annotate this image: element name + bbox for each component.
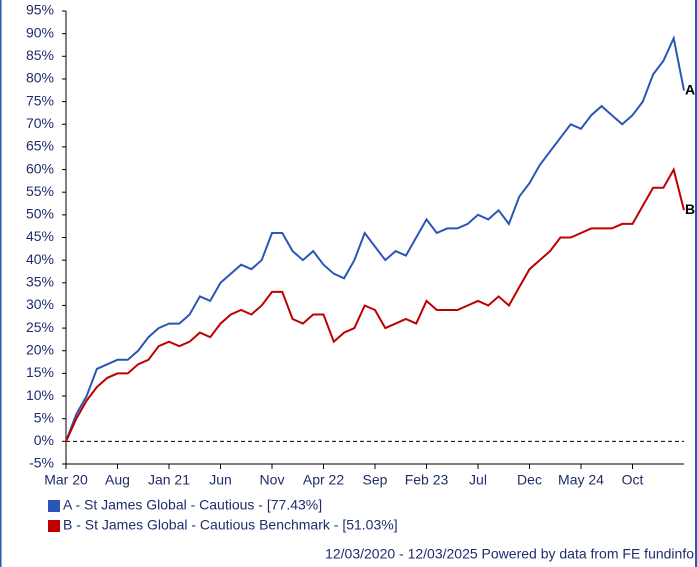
y-tick-label: 90% [26, 24, 54, 40]
x-tick-label: Dec [517, 472, 542, 488]
x-tick-label: Jul [469, 472, 487, 488]
legend-label: A - St James Global - Cautious - [77.43%… [63, 497, 322, 513]
y-tick-label: 45% [26, 228, 54, 244]
x-tick-label: Mar 20 [44, 472, 88, 488]
x-tick-label: Aug [105, 472, 130, 488]
x-tick-label: Nov [260, 472, 285, 488]
y-tick-label: 75% [26, 92, 54, 108]
y-tick-label: 35% [26, 274, 54, 290]
y-tick-label: 0% [34, 432, 54, 448]
y-tick-label: 15% [26, 364, 54, 380]
y-tick-label: 50% [26, 206, 54, 222]
legend-label: B - St James Global - Cautious Benchmark… [63, 517, 398, 533]
x-tick-label: Apr 22 [303, 472, 344, 488]
y-tick-label: 40% [26, 251, 54, 267]
y-tick-label: 60% [26, 160, 54, 176]
y-tick-label: 70% [26, 115, 54, 131]
y-tick-label: 95% [26, 2, 54, 18]
x-tick-label: May 24 [558, 472, 604, 488]
y-tick-label: 30% [26, 296, 54, 312]
y-tick-label: 85% [26, 47, 54, 63]
x-tick-label: Sep [363, 472, 388, 488]
footer: 12/03/2020 - 12/03/2025 Powered by data … [325, 546, 694, 562]
x-tick-label: Jun [209, 472, 232, 488]
y-tick-label: 80% [26, 70, 54, 86]
end-label: B [685, 201, 695, 217]
x-tick-label: Jan 21 [148, 472, 190, 488]
y-tick-label: -5% [29, 455, 54, 471]
y-tick-label: 10% [26, 387, 54, 403]
y-tick-label: 20% [26, 341, 54, 357]
y-tick-label: 65% [26, 138, 54, 154]
series-line [65, 166, 685, 442]
y-tick-label: 25% [26, 319, 54, 335]
legend-swatch [48, 500, 60, 512]
y-tick-label: 5% [34, 409, 54, 425]
x-tick-label: Feb 23 [405, 472, 449, 488]
end-label: A [685, 81, 695, 97]
x-tick-label: Oct [622, 472, 644, 488]
y-tick-label: 55% [26, 183, 54, 199]
series-line [65, 34, 685, 442]
legend-swatch [48, 520, 60, 532]
